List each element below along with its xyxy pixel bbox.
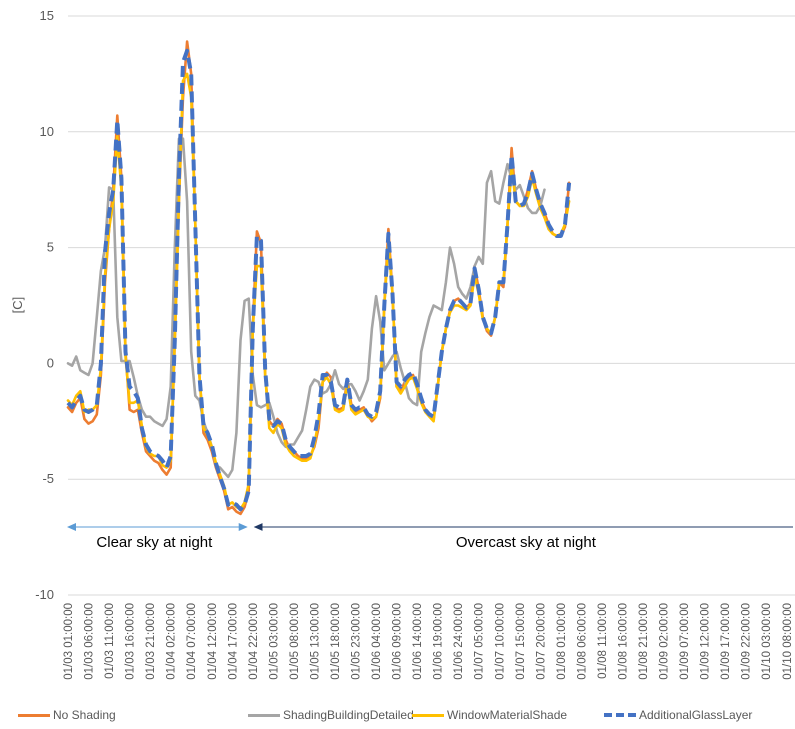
x-tick-label: 01/08 11:00:00 (597, 603, 609, 679)
x-tick-label: 01/04 02:00:00 (166, 603, 178, 680)
x-tick-label: 01/07 15:00:00 (515, 603, 527, 680)
x-tick-label: 01/10 08:00:00 (782, 603, 794, 680)
x-tick-label: 01/08 21:00:00 (638, 603, 650, 680)
x-tick-label: 01/08 01:00:00 (556, 603, 568, 680)
legend-swatch (248, 713, 280, 717)
legend: No Shading ShadingBuildingDetailed WindowM… (0, 708, 795, 728)
y-tick-label: 15 (40, 8, 54, 23)
series-line-no-shading (66, 40, 571, 516)
x-tick-label: 01/09 17:00:00 (720, 603, 732, 680)
y-tick-label: -10 (35, 587, 54, 602)
x-tick-label: 01/06 14:00:00 (412, 603, 424, 680)
annotations: Clear sky at night Overcast sky at night (67, 523, 793, 551)
x-tick-label: 01/05 18:00:00 (330, 603, 342, 680)
legend-swatch (18, 713, 50, 717)
x-tick-label: 01/05 13:00:00 (309, 603, 321, 680)
x-tick-label: 01/04 17:00:00 (227, 603, 239, 680)
x-tick-label: 01/10 03:00:00 (761, 603, 773, 680)
x-tick-label: 01/06 04:00:00 (371, 603, 383, 680)
x-tick-label: 01/05 03:00:00 (268, 603, 280, 680)
y-tick-label: 10 (40, 124, 54, 139)
x-tick-label: 01/08 06:00:00 (576, 603, 588, 680)
y-tick-label: 5 (47, 240, 54, 255)
legend-item: ShadingBuildingDetailed (248, 708, 414, 722)
x-tick-label: 01/09 12:00:00 (700, 603, 712, 680)
x-tick-label: 01/07 10:00:00 (494, 603, 506, 680)
x-tick-label: 01/05 08:00:00 (289, 603, 301, 680)
legend-label: ShadingBuildingDetailed (283, 708, 414, 722)
x-tick-label: 01/08 16:00:00 (617, 603, 629, 680)
annotation-label: Clear sky at night (96, 534, 213, 551)
x-tick-label: 01/04 22:00:00 (248, 603, 260, 680)
x-tick-label: 01/03 06:00:00 (84, 603, 96, 680)
x-tick-label: 01/09 22:00:00 (741, 603, 753, 680)
annotation-label: Overcast sky at night (456, 534, 597, 551)
y-axis-ticks: 15 10 5 0 -5 -10 (35, 8, 54, 602)
series-lines (66, 40, 572, 516)
legend-label: WindowMaterialShade (447, 708, 568, 722)
legend-swatch (412, 713, 444, 717)
legend-label: No Shading (53, 708, 116, 722)
y-axis-label: [C] (10, 297, 25, 314)
y-tick-label: -5 (42, 471, 54, 486)
x-tick-label: 01/07 20:00:00 (535, 603, 547, 680)
x-tick-label: 01/09 07:00:00 (679, 603, 691, 680)
x-tick-label: 01/06 24:00:00 (453, 603, 465, 680)
x-tick-label: 01/09 02:00:00 (659, 603, 671, 680)
x-tick-label: 01/03 01:00:00 (63, 603, 75, 680)
x-axis-ticks: 01/03 01:00:00 01/03 06:00:00 01/03 11:00:… (63, 603, 794, 680)
legend-item: No Shading (18, 708, 116, 722)
x-tick-label: 01/03 21:00:00 (145, 603, 157, 680)
x-tick-label: 01/04 07:00:00 (186, 603, 198, 680)
series-line-shadingbuildingdetailed (66, 137, 546, 479)
x-tick-label: 01/06 19:00:00 (433, 603, 445, 680)
y-tick-label: 0 (47, 355, 54, 370)
legend-item: AdditionalGlassLayer (604, 708, 752, 722)
series-line-additionalglasslayer (66, 48, 572, 512)
x-tick-label: 01/06 09:00:00 (392, 603, 404, 680)
x-tick-label: 01/07 05:00:00 (474, 603, 486, 680)
x-tick-label: 01/03 16:00:00 (125, 603, 137, 680)
x-tick-label: 01/05 23:00:00 (351, 603, 363, 680)
legend-item: WindowMaterialShade (412, 708, 567, 722)
legend-swatch (604, 713, 636, 717)
legend-label: AdditionalGlassLayer (639, 708, 753, 722)
x-tick-label: 01/04 12:00:00 (207, 603, 219, 680)
x-tick-label: 01/03 11:00:00 (104, 603, 116, 679)
